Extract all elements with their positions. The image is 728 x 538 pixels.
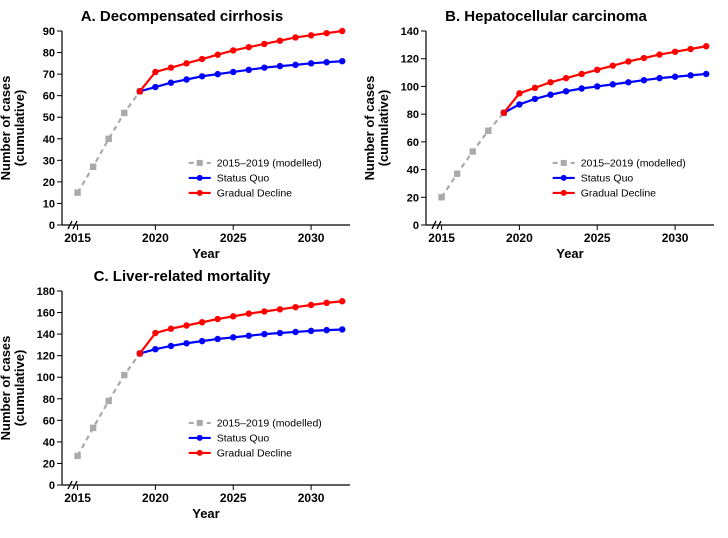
svg-text:2015–2019 (modelled): 2015–2019 (modelled) bbox=[217, 417, 322, 429]
svg-text:Year: Year bbox=[192, 246, 219, 261]
svg-text:Year: Year bbox=[556, 246, 583, 261]
panel-a-title: A. Decompensated cirrhosis bbox=[0, 8, 364, 25]
svg-text:80: 80 bbox=[43, 394, 55, 406]
svg-text:60: 60 bbox=[43, 91, 55, 103]
svg-text:2020: 2020 bbox=[142, 491, 169, 505]
svg-text:Number of cases(cumulative): Number of cases(cumulative) bbox=[0, 336, 27, 441]
svg-text:0: 0 bbox=[49, 220, 55, 232]
svg-text:2015: 2015 bbox=[428, 231, 455, 245]
svg-text:2025: 2025 bbox=[220, 491, 247, 505]
svg-text:2015–2019 (modelled): 2015–2019 (modelled) bbox=[581, 157, 686, 169]
svg-text:Gradual Decline: Gradual Decline bbox=[217, 447, 292, 459]
svg-text:120: 120 bbox=[401, 54, 419, 66]
svg-text:Status Quo: Status Quo bbox=[217, 432, 270, 444]
svg-text:Status Quo: Status Quo bbox=[581, 172, 634, 184]
svg-text:90: 90 bbox=[43, 26, 55, 38]
svg-text:40: 40 bbox=[407, 165, 419, 177]
svg-text:40: 40 bbox=[43, 437, 55, 449]
svg-text:0: 0 bbox=[413, 220, 419, 232]
svg-text:Status Quo: Status Quo bbox=[217, 172, 270, 184]
svg-text:Number of cases(cumulative): Number of cases(cumulative) bbox=[364, 76, 391, 181]
svg-text:2030: 2030 bbox=[298, 491, 325, 505]
svg-text:80: 80 bbox=[407, 109, 419, 121]
panel-a-chart: 01020304050607080902015202020252030YearN… bbox=[0, 25, 364, 263]
svg-text:60: 60 bbox=[407, 137, 419, 149]
svg-text:2025: 2025 bbox=[220, 231, 247, 245]
svg-text:70: 70 bbox=[43, 69, 55, 81]
panel-c-chart: 0 20 40 60 80 100 120 140 160 180 2015 2020 2025 2030… bbox=[0, 285, 364, 523]
svg-text:50: 50 bbox=[43, 112, 55, 124]
panel-b: B. Hepatocellular carcinoma 0 20 40 60 80 100… bbox=[364, 8, 728, 268]
svg-text:160: 160 bbox=[37, 308, 55, 320]
svg-text:2030: 2030 bbox=[662, 231, 689, 245]
panel-c-title: C. Liver-related mortality bbox=[0, 268, 364, 285]
svg-text:20: 20 bbox=[43, 458, 55, 470]
svg-text:2020: 2020 bbox=[506, 231, 533, 245]
svg-text:2025: 2025 bbox=[584, 231, 611, 245]
svg-text:20: 20 bbox=[43, 177, 55, 189]
svg-text:140: 140 bbox=[401, 26, 419, 38]
svg-text:2020: 2020 bbox=[142, 231, 169, 245]
svg-text:120: 120 bbox=[37, 351, 55, 363]
svg-text:2015: 2015 bbox=[64, 491, 91, 505]
panel-b-title: B. Hepatocellular carcinoma bbox=[364, 8, 728, 25]
svg-text:100: 100 bbox=[401, 81, 419, 93]
svg-text:40: 40 bbox=[43, 134, 55, 146]
svg-text:20: 20 bbox=[407, 192, 419, 204]
svg-text:80: 80 bbox=[43, 48, 55, 60]
svg-text:2015–2019 (modelled): 2015–2019 (modelled) bbox=[217, 157, 322, 169]
svg-text:180: 180 bbox=[37, 286, 55, 298]
panel-b-chart: 0 20 40 60 80 100 120 140 2015 2020 2025 2030 Year Nu… bbox=[364, 25, 728, 263]
panel-a: A. Decompensated cirrhosis 0102030405060… bbox=[0, 8, 364, 268]
panel-c: C. Liver-related mortality 0 20 40 60 80 100 1… bbox=[0, 268, 364, 528]
svg-text:30: 30 bbox=[43, 155, 55, 167]
svg-text:10: 10 bbox=[43, 198, 55, 210]
svg-text:Number of cases(cumulative): Number of cases(cumulative) bbox=[0, 76, 27, 181]
svg-text:2015: 2015 bbox=[64, 231, 91, 245]
svg-text:Gradual Decline: Gradual Decline bbox=[581, 187, 656, 199]
svg-text:60: 60 bbox=[43, 415, 55, 427]
figure-grid: A. Decompensated cirrhosis 0102030405060… bbox=[0, 0, 728, 528]
svg-text:Year: Year bbox=[192, 506, 219, 521]
svg-text:2030: 2030 bbox=[298, 231, 325, 245]
svg-text:140: 140 bbox=[37, 329, 55, 341]
svg-text:0: 0 bbox=[49, 480, 55, 492]
svg-text:100: 100 bbox=[37, 372, 55, 384]
svg-text:Gradual Decline: Gradual Decline bbox=[217, 187, 292, 199]
